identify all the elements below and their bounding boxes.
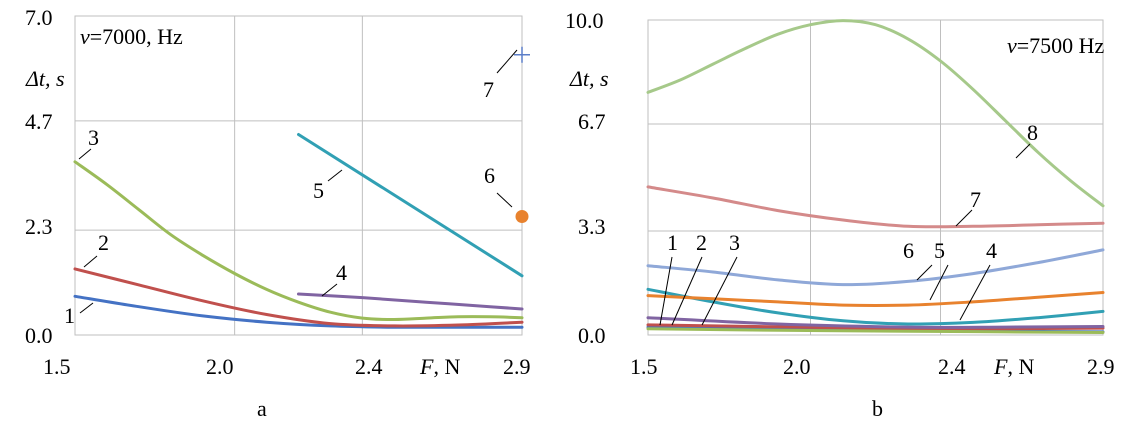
panel-b-y-tick-label: 10.0 [565, 8, 604, 33]
panel-b-frequency-value: =7500 Hz [1017, 33, 1105, 58]
panel-b-plot-frame [647, 19, 1104, 336]
panel-a-caption: a [257, 396, 267, 421]
panel-b-x-tick-label: 2.9 [1087, 354, 1115, 379]
panel-b-y-axis-unit: s [595, 66, 609, 91]
panel-b-series-5-line [646, 291, 1105, 307]
panel-b-leader-5 [929, 264, 949, 301]
panel-a-x-axis-label: F, N [419, 354, 460, 379]
panel-b-series-6-line [646, 248, 1105, 287]
panel-a-series-label-5: 5 [313, 178, 324, 203]
panel-a-leader-7 [496, 49, 518, 74]
panel-b-x-tick-label: 1.5 [630, 354, 658, 379]
panel-b-series-7-line [646, 185, 1105, 229]
panel-a-frequency-annotation: ν=7000, Hz [80, 24, 183, 49]
panel-a-series-label-2: 2 [98, 230, 109, 255]
panel-b-leader-3 [701, 256, 738, 326]
panel-a: 7.0 4.7 2.3 0.0 1.5 2.0 2.4 2.9 F, N ν=7… [25, 5, 531, 421]
panel-a-y-axis-label: Δt, s [25, 66, 65, 91]
panel-a-leader-3 [78, 148, 92, 160]
panel-b-y-axis-symbol: Δt, [569, 66, 595, 91]
panel-b-y-tick-label: 3.3 [578, 214, 606, 239]
panel-a-leader-4 [321, 283, 338, 297]
panel-b-series-4-line [646, 287, 1105, 326]
panel-b-series-8-line [646, 19, 1105, 208]
panel-a-y-tick-label: 2.3 [25, 214, 53, 239]
panel-b-leader-6 [916, 264, 933, 281]
panel-b-leader-2 [671, 256, 703, 326]
panel-b-x-axis-symbol: F [993, 354, 1008, 379]
panel-b-series-label-7: 7 [970, 187, 981, 212]
panel-b-series-3-line [646, 327, 1105, 334]
panel-b-x-tick-label: 2.4 [938, 354, 966, 379]
panel-b-series-label-8: 8 [1027, 120, 1038, 145]
panel-a-series-3-line [73, 160, 524, 322]
panel-a-series-6-marker [515, 210, 529, 224]
panel-a-series-2-line [73, 267, 524, 328]
panel-a-series-label-1: 1 [64, 303, 75, 328]
panel-b-series-label-1: 1 [667, 230, 678, 255]
panel-a-x-tick-label: 1.5 [43, 354, 71, 379]
panel-a-plot-frame [74, 15, 523, 336]
panel-b-series-2-line [646, 323, 1105, 331]
panel-a-x-axis-unit: , N [433, 354, 460, 379]
panel-a-series-label-3: 3 [88, 125, 99, 150]
panel-a-series-4-line [297, 292, 524, 311]
panel-a-x-tick-label: 2.0 [206, 354, 234, 379]
panel-b-frequency-symbol: ν [1007, 33, 1017, 58]
panel-a-y-tick-label: 4.7 [25, 109, 53, 134]
panel-b-y-tick-label: 6.7 [578, 109, 606, 134]
panel-b-series-label-4: 4 [986, 238, 997, 263]
panel-b-leader-1 [659, 256, 673, 326]
panel-b-series-label-2: 2 [696, 230, 707, 255]
panel-a-leader-6 [496, 192, 513, 208]
panel-a-y-tick-label: 7.0 [25, 5, 53, 30]
panel-b-caption: b [872, 396, 883, 421]
panel-a-series-7-marker [514, 46, 530, 63]
panel-b-plot-area [646, 19, 1105, 336]
panel-a-series-1-line [73, 294, 524, 329]
panel-b-frequency-annotation: ν=7500 Hz [1007, 33, 1105, 58]
panel-a-plot-area [73, 15, 530, 336]
panel-a-x-axis-symbol: F [419, 354, 434, 379]
panel-b-y-axis-label: Δt, s [569, 66, 609, 91]
panel-b-x-axis-unit: , N [1007, 354, 1034, 379]
panel-a-series-label-7: 7 [483, 77, 494, 102]
panel-a-frequency-symbol: ν [80, 24, 90, 49]
panel-a-y-axis-unit: s [51, 66, 65, 91]
panel-b-leader-8 [1015, 143, 1031, 159]
panel-a-series-5-line [297, 133, 524, 278]
panel-a-y-axis-symbol: Δt, [25, 66, 51, 91]
panel-a-frequency-value: =7000, Hz [90, 24, 183, 49]
panel-a-leader-1 [79, 302, 94, 314]
panel-b-x-axis-label: F, N [993, 354, 1034, 379]
panel-b-series-extra-8-line [646, 316, 1105, 329]
panel-b-x-tick-label: 2.0 [783, 354, 811, 379]
panel-a-series-label-6: 6 [484, 163, 495, 188]
panel-a-x-tick-label: 2.9 [503, 354, 531, 379]
panel-b-series-label-3: 3 [729, 230, 740, 255]
panel-a-x-tick-label: 2.4 [355, 354, 383, 379]
panel-b-leader-7 [955, 209, 973, 227]
panel-a-leader-2 [83, 255, 98, 268]
panel-a-series-label-4: 4 [336, 260, 347, 285]
panel-b-series-label-6: 6 [903, 238, 914, 263]
panel-a-leader-5 [327, 169, 343, 182]
panel-b-series-label-5: 5 [934, 238, 945, 263]
panel-b-leader-4 [959, 264, 991, 321]
panel-a-y-tick-label: 0.0 [25, 323, 53, 348]
panel-b: 10.0 6.7 3.3 0.0 1.5 2.0 2.4 2.9 F, N ν=… [565, 8, 1115, 421]
panel-b-y-tick-label: 0.0 [578, 323, 606, 348]
